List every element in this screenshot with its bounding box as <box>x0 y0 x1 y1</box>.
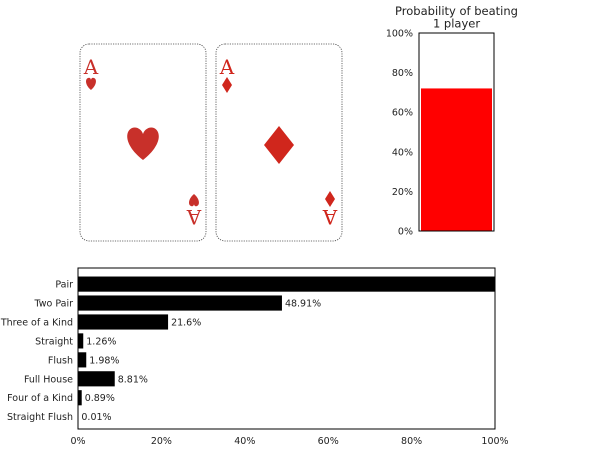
x-tick-label: 100% <box>481 436 508 447</box>
card-1-heart-icon-small-top <box>86 77 96 90</box>
data-label: 1.26% <box>86 336 116 347</box>
x-tick-label: 40% <box>234 436 255 447</box>
data-label: 0.89% <box>85 393 115 404</box>
plot-frame <box>418 32 495 232</box>
category-label: Flush <box>48 355 73 366</box>
hand-bar <box>78 314 169 330</box>
category-label: Pair <box>55 280 73 291</box>
hand-bar <box>78 390 82 406</box>
card-2-diamond-icon-small-bottom <box>325 191 335 207</box>
y-tick-label: 100% <box>386 29 413 40</box>
win-probability-chart: Probability of beating 1 player 0% 20% 40% 60… <box>386 4 518 238</box>
card-1-rank-top: A <box>83 55 99 79</box>
data-label: 21.6% <box>171 317 201 328</box>
category-label: Two Pair <box>33 299 73 310</box>
card-1-rank-bottom: A <box>186 205 202 229</box>
category-label: Three of a Kind <box>0 317 73 328</box>
category-label: Straight <box>35 336 73 347</box>
x-tick-label: 60% <box>318 436 339 447</box>
card-2-rank-bottom: A <box>322 205 338 229</box>
card-1-heart-icon-small-bottom <box>189 194 199 207</box>
y-tick-label: 80% <box>392 68 413 79</box>
x-tick-label: 20% <box>151 436 172 447</box>
data-label: 48.91% <box>285 299 321 310</box>
data-label: 1.98% <box>89 355 119 366</box>
data-label: 0.01% <box>81 412 111 423</box>
plot-frame <box>77 267 496 430</box>
playing-card-2: A A <box>215 43 343 242</box>
hand-bar <box>78 295 282 311</box>
y-tick-label: 60% <box>392 108 413 119</box>
chart-title: Probability of beating 1 player <box>395 4 518 31</box>
playing-card-1: A A <box>79 43 207 242</box>
card-2-rank-top: A <box>219 55 235 79</box>
hand-bar <box>78 352 87 368</box>
card-2-diamond-icon-small-top <box>222 77 232 93</box>
card-1-heart-icon-center <box>127 127 159 160</box>
hand-bar <box>78 333 84 349</box>
x-tick-label: 0% <box>70 436 85 447</box>
y-tick-label: 20% <box>392 187 413 198</box>
win-probability-bar <box>421 88 492 231</box>
hand-bar <box>78 371 115 387</box>
category-label: Straight Flush <box>7 412 73 423</box>
hand-distribution-chart: Pair Two Pair 48.91% Three of a Kind 21.6% St… <box>0 267 509 447</box>
card-2-diamond-icon-center <box>264 126 294 164</box>
x-tick-label: 80% <box>401 436 422 447</box>
y-tick-label: 0% <box>398 227 413 238</box>
hand-bar <box>78 276 495 292</box>
category-label: Full House <box>24 374 73 385</box>
data-label: 8.81% <box>118 374 148 385</box>
y-tick-label: 40% <box>392 147 413 158</box>
category-label: Four of a Kind <box>7 393 73 404</box>
